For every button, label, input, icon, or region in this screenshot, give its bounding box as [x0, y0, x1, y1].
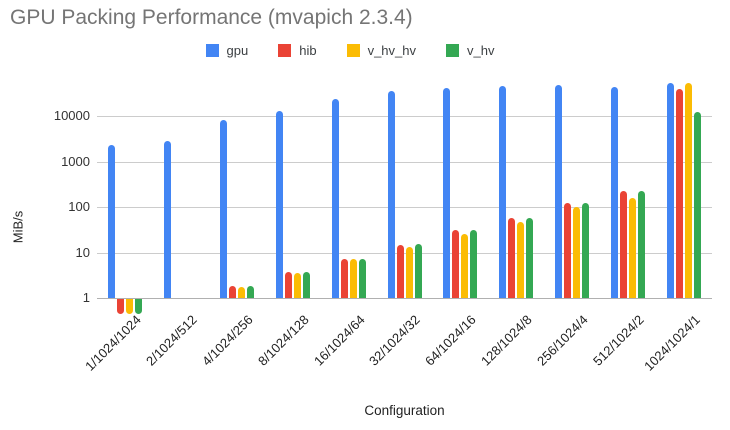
legend-swatch-v_hv [446, 44, 459, 57]
bar-gpu-4/1024/256[interactable] [219, 119, 227, 298]
bar-v_hv_hv-16/1024/64[interactable] [349, 259, 357, 298]
y-tick-label: 100 [68, 199, 90, 214]
bar-gpu-512/1024/2[interactable] [611, 86, 619, 298]
bar-v_hv-1/1024/1024[interactable] [134, 298, 142, 315]
y-tick-label: 10000 [53, 108, 90, 123]
bar-hib-64/1024/16[interactable] [452, 230, 460, 298]
gridline-1 [97, 298, 712, 299]
legend-swatch-hib [278, 44, 292, 57]
legend-item-v_hv_hv: v_hv_hv [346, 43, 416, 58]
bar-gpu-32/1024/32[interactable] [387, 90, 395, 298]
bar-hib-32/1024/32[interactable] [396, 245, 404, 298]
bar-v_hv-512/1024/2[interactable] [638, 191, 646, 298]
bar-gpu-16/1024/64[interactable] [331, 99, 339, 298]
bar-gpu-2/1024/512[interactable] [163, 141, 171, 298]
legend-label: gpu [226, 43, 249, 58]
bar-v_hv_hv-256/1024/4[interactable] [573, 207, 581, 298]
gridline-10000 [97, 116, 712, 117]
bar-v_hv-1024/1024/1[interactable] [694, 111, 702, 298]
legend-item-hib: hib [278, 43, 317, 58]
bar-v_hv_hv-1024/1024/1[interactable] [685, 83, 693, 298]
bar-v_hv_hv-4/1024/256[interactable] [237, 286, 245, 298]
legend-swatch-v_hv_hv [346, 44, 360, 57]
y-tick-label: 1 [82, 290, 90, 305]
x-tick-label: 8/1024/128 [254, 312, 312, 369]
bar-v_hv-64/1024/16[interactable] [470, 230, 478, 298]
x-axis-title: Configuration [364, 403, 445, 418]
bar-gpu-8/1024/128[interactable] [275, 110, 283, 298]
gridline-10 [97, 252, 712, 254]
gridline-1000 [97, 161, 712, 163]
legend: gpu hib v_hv_hv v_hv [0, 43, 715, 58]
x-tick-label: 128/1024/8 [478, 312, 535, 369]
x-tick-label: 1024/1024/1 [640, 312, 703, 374]
bar-v_hv-32/1024/32[interactable] [414, 244, 422, 298]
x-tick-label: 4/1024/256 [198, 312, 256, 369]
x-tick-label: 512/1024/2 [590, 312, 647, 369]
bar-hib-512/1024/2[interactable] [620, 190, 628, 298]
bar-gpu-128/1024/8[interactable] [499, 86, 507, 298]
bar-v_hv-4/1024/256[interactable] [246, 286, 254, 298]
x-tick-label: 2/1024/512 [142, 312, 200, 369]
gridline-100 [97, 207, 712, 208]
bar-v_hv_hv-1/1024/1024[interactable] [125, 298, 133, 315]
bar-v_hv_hv-512/1024/2[interactable] [629, 197, 637, 298]
legend-label: v_hv [467, 43, 495, 58]
legend-swatch-gpu [205, 44, 219, 57]
bar-hib-1/1024/1024[interactable] [116, 298, 124, 315]
bar-gpu-1/1024/1024[interactable] [107, 145, 115, 298]
chart-title: GPU Packing Performance (mvapich 2.3.4) [10, 6, 413, 29]
bar-v_hv-256/1024/4[interactable] [582, 202, 590, 298]
x-tick-label: 64/1024/16 [422, 312, 480, 369]
bar-gpu-64/1024/16[interactable] [443, 88, 451, 298]
legend-label: hib [299, 43, 317, 58]
x-tick-label: 16/1024/64 [310, 312, 368, 369]
bar-hib-8/1024/128[interactable] [284, 272, 292, 298]
bar-v_hv_hv-8/1024/128[interactable] [293, 272, 301, 298]
bar-gpu-256/1024/4[interactable] [555, 84, 563, 298]
y-tick-label: 1000 [61, 153, 90, 169]
bar-v_hv_hv-32/1024/32[interactable] [405, 246, 413, 298]
y-tick-label: 10 [75, 244, 90, 260]
y-axis-title-text: MiB/s [10, 210, 26, 244]
bar-hib-16/1024/64[interactable] [340, 258, 348, 298]
bar-v_hv-8/1024/128[interactable] [302, 272, 310, 298]
bar-hib-4/1024/256[interactable] [228, 286, 236, 298]
bar-v_hv-16/1024/64[interactable] [358, 258, 366, 298]
bar-gpu-1024/1024/1[interactable] [667, 83, 675, 298]
x-tick-label: 256/1024/4 [534, 312, 591, 369]
bar-v_hv_hv-128/1024/8[interactable] [517, 222, 525, 298]
bar-hib-256/1024/4[interactable] [564, 203, 572, 298]
bar-v_hv_hv-64/1024/16[interactable] [461, 233, 469, 298]
bar-v_hv-128/1024/8[interactable] [526, 217, 534, 298]
x-tick-label: 1/1024/1024 [81, 312, 144, 374]
bar-hib-128/1024/8[interactable] [508, 218, 516, 298]
legend-label: v_hv_hv [367, 43, 416, 58]
x-tick-label: 32/1024/32 [366, 312, 424, 369]
legend-item-gpu: gpu [205, 43, 249, 58]
bar-hib-1024/1024/1[interactable] [676, 88, 684, 298]
legend-item-v_hv: v_hv [446, 43, 494, 58]
